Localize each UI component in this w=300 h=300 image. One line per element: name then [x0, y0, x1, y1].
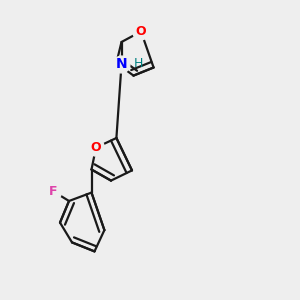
Circle shape — [133, 23, 149, 40]
Text: O: O — [91, 141, 101, 154]
Text: H: H — [133, 57, 143, 70]
Circle shape — [113, 56, 130, 73]
Circle shape — [45, 183, 62, 200]
Circle shape — [88, 139, 104, 156]
Text: F: F — [49, 185, 58, 198]
Text: N: N — [116, 58, 127, 71]
Text: O: O — [136, 25, 146, 38]
